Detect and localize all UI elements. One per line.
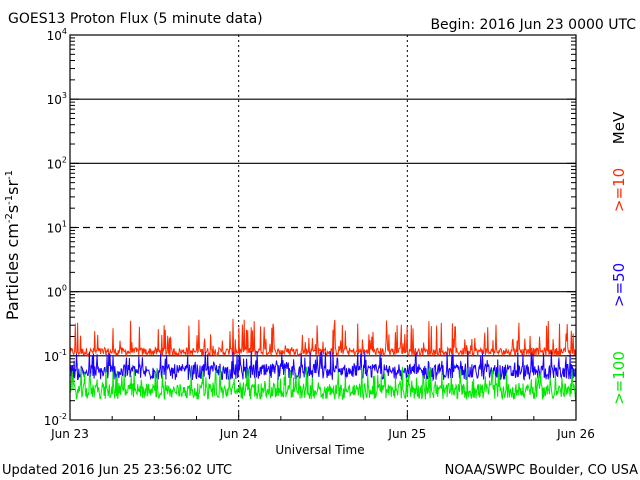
y-tick-label-2: 102 [47, 155, 67, 171]
x-tick-label-2: Jun 25 [387, 427, 426, 441]
y-tick-label-0: 104 [47, 27, 67, 43]
x-tick-label-1: Jun 24 [219, 427, 258, 441]
y-tick-label-6: 10-2 [44, 412, 67, 428]
unit-label: MeV [610, 111, 628, 144]
legend: >=10 >=50 >=100 MeV [610, 111, 628, 405]
y-tick-exponent: 0 [62, 284, 67, 293]
y-tick-base: 10 [44, 414, 59, 428]
y-tick-exponent: -1 [59, 348, 67, 357]
x-tick-label-0: Jun 23 [50, 427, 89, 441]
y-axis-label-exp-2: -1 [4, 195, 15, 205]
y-tick-label-4: 100 [47, 284, 67, 300]
series-line-0 [69, 318, 577, 358]
legend-label-0: >=10 [610, 168, 628, 212]
y-tick-base: 10 [47, 222, 62, 236]
y-tick-label-5: 10-1 [44, 348, 67, 364]
y-tick-exponent: 1 [62, 220, 67, 229]
series-line-2 [69, 366, 577, 401]
y-axis-label-exp-3: -1 [4, 170, 15, 180]
x-tick-label-3: Jun 26 [556, 427, 595, 441]
y-tick-exponent: 2 [62, 155, 67, 164]
y-tick-base: 10 [44, 350, 59, 364]
y-tick-label-1: 103 [47, 91, 67, 107]
credit-text: NOAA/SWPC Boulder, CO USA [445, 463, 638, 478]
chart-title: GOES13 Proton Flux (5 minute data) [8, 11, 263, 27]
y-axis-label-main: Particles cm [3, 223, 22, 320]
y-axis-label-unit-sr: sr [3, 180, 22, 195]
y-tick-base: 10 [47, 286, 62, 300]
legend-label-2: >=100 [610, 351, 628, 405]
y-tick-base: 10 [47, 157, 62, 171]
x-axis-label: Universal Time [275, 443, 364, 457]
y-tick-exponent: 3 [62, 91, 67, 100]
y-axis-label-unit-s: s [3, 205, 22, 213]
y-tick-exponent: -2 [59, 412, 67, 421]
y-tick-base: 10 [47, 29, 62, 43]
y-tick-label-3: 101 [47, 220, 67, 236]
y-axis-label-exp-1: -2 [4, 213, 15, 223]
y-tick-base: 10 [47, 93, 62, 107]
updated-timestamp: Updated 2016 Jun 25 23:56:02 UTC [2, 463, 232, 478]
legend-label-1: >=50 [610, 263, 628, 307]
y-tick-exponent: 4 [62, 27, 67, 36]
begin-time: Begin: 2016 Jun 23 0000 UTC [430, 17, 636, 33]
y-axis-label: Particles cm-2s-1sr-1 [3, 170, 22, 320]
